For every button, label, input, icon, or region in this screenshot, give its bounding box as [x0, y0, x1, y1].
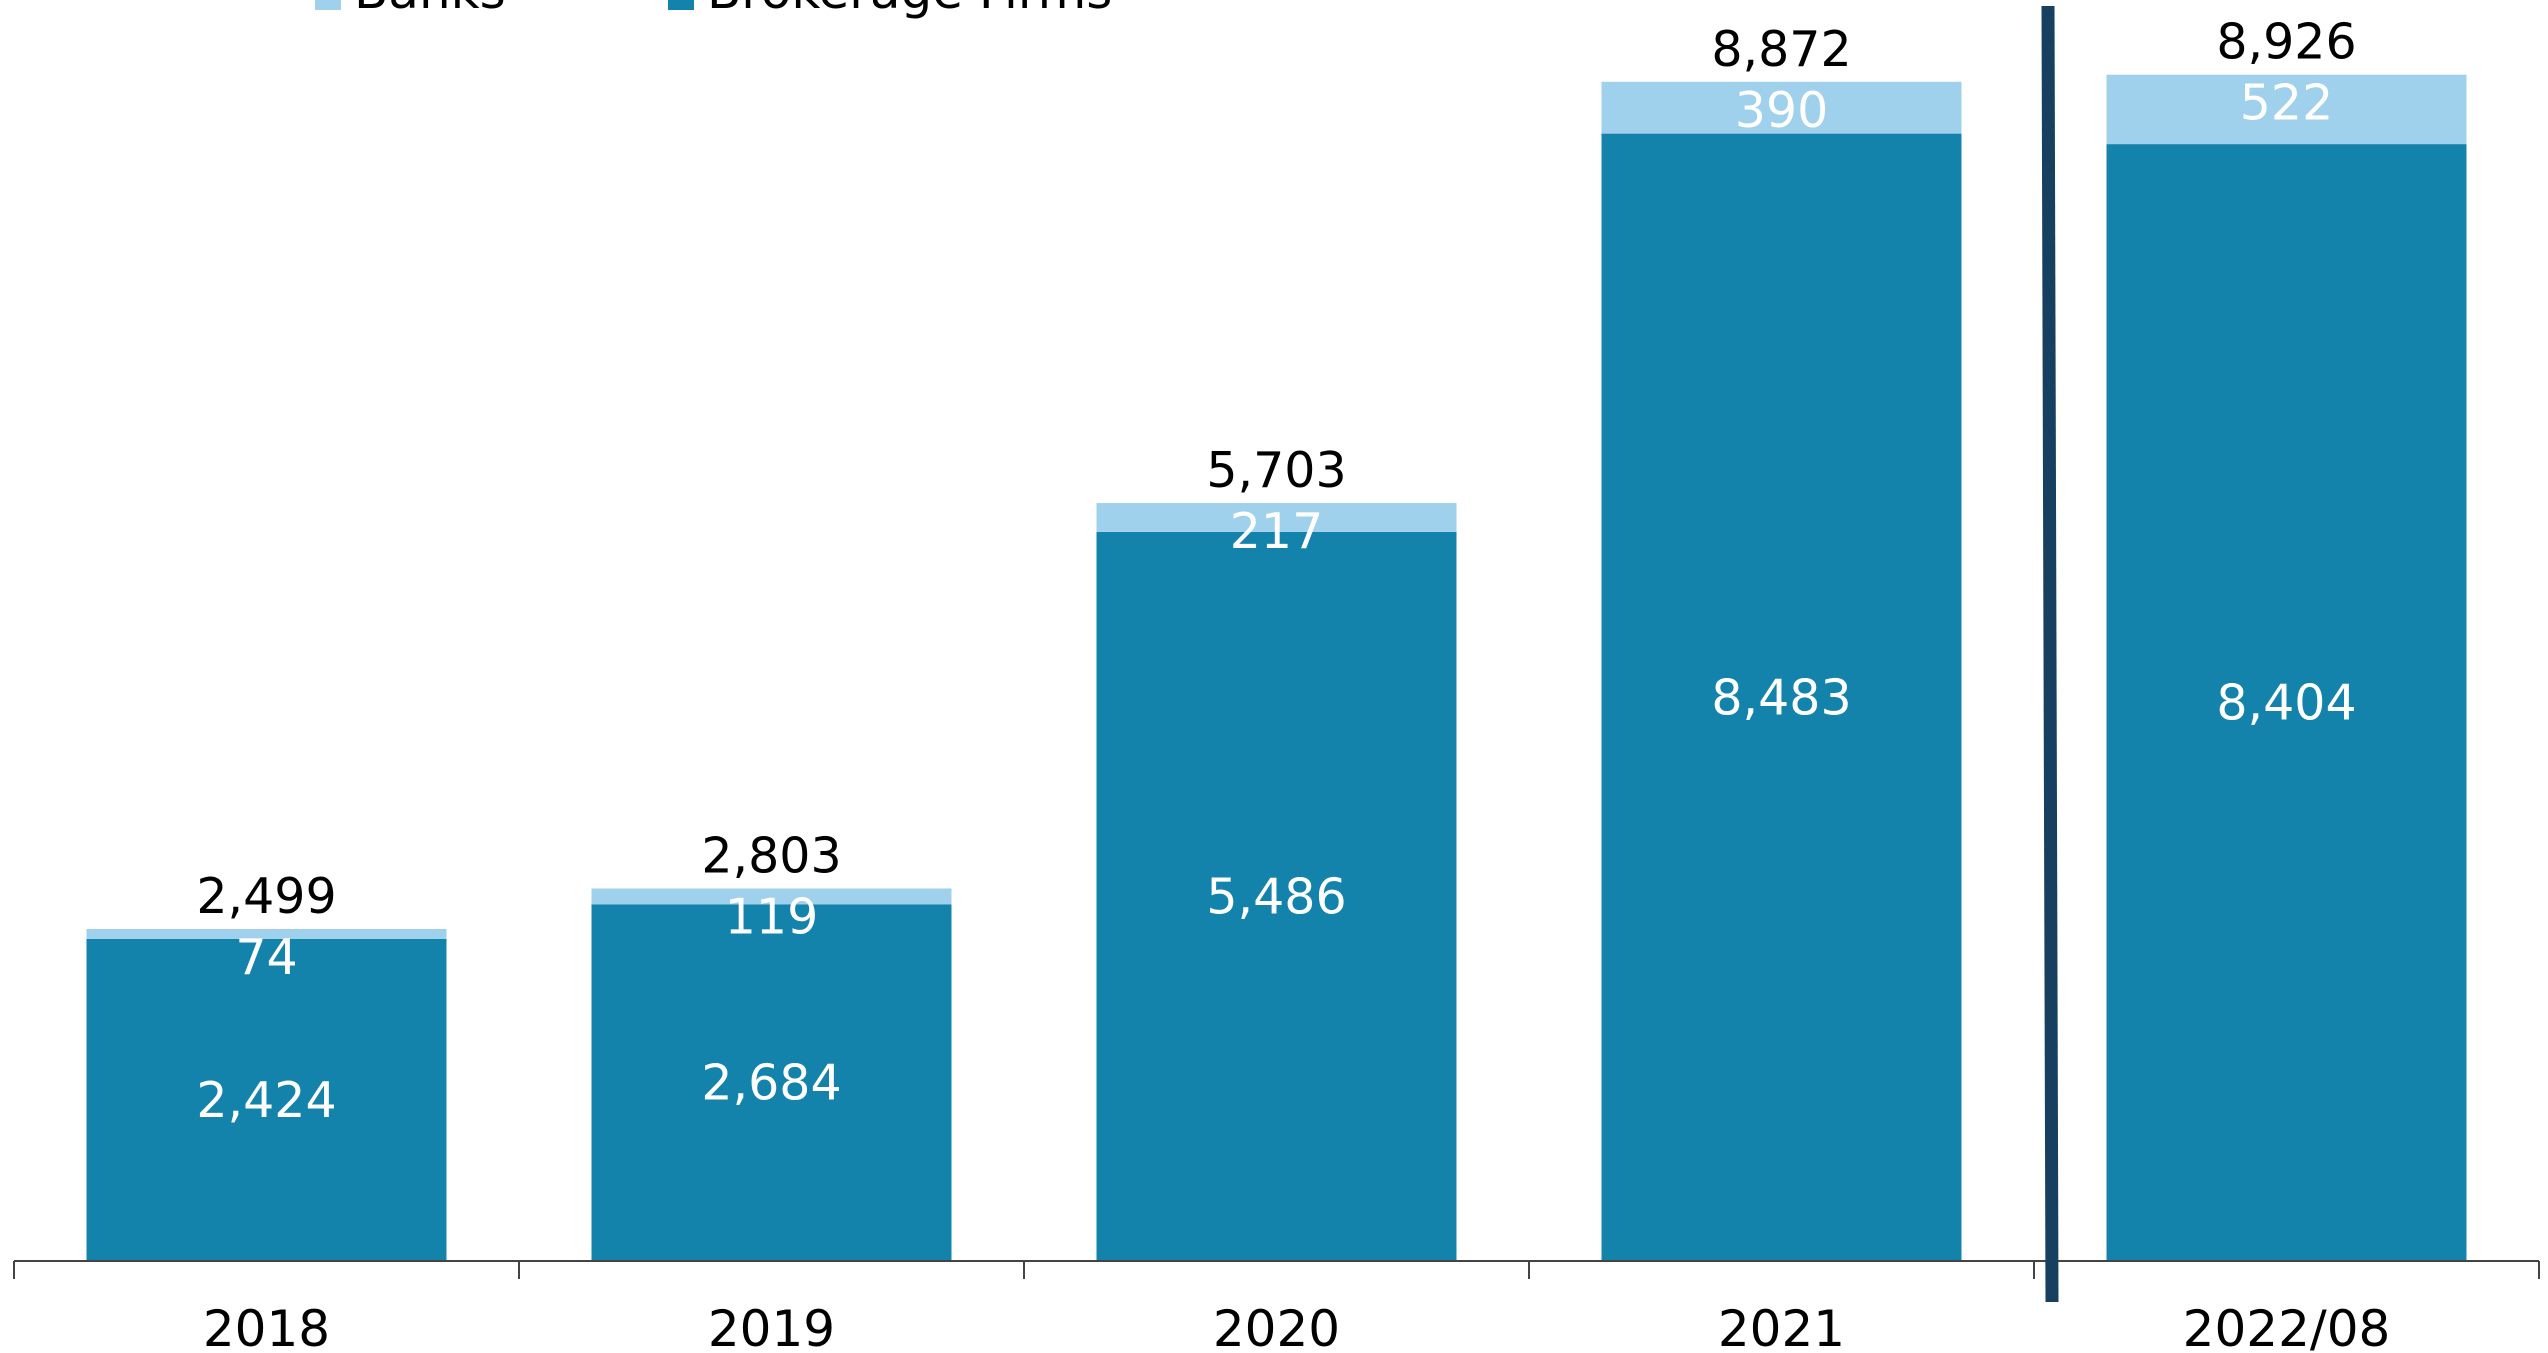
total-label-2019: 2,803 — [701, 827, 841, 884]
x-axis: 2018 2019 2020 2021 2022/08 — [13, 5, 2540, 1353]
total-label-2020: 5,703 — [1206, 442, 1346, 499]
bar-banks-2020 — [1096, 503, 1457, 532]
banks-value-label-2022/08: 522 — [2240, 75, 2334, 132]
brokerage-value-label-2019: 2,684 — [701, 1055, 841, 1112]
banks-value-label-2018: 74 — [235, 929, 297, 986]
bars — [86, 74, 2467, 1262]
bar-banks-2018 — [86, 929, 447, 939]
x-tick-label-2020: 2020 — [1213, 1300, 1340, 1353]
period-divider-line — [2041, 5, 2059, 1303]
bar-brokerage-2018 — [86, 938, 447, 1261]
bar-banks-2019 — [591, 888, 952, 905]
legend: Banks Brokerage Firms — [315, 0, 1112, 20]
total-label-2022/08: 8,926 — [2216, 14, 2356, 71]
total-label-2018: 2,499 — [196, 868, 336, 925]
legend-label-brokerage-firms: Brokerage Firms — [707, 0, 1112, 20]
bar-banks-2022/08 — [2106, 74, 2467, 145]
legend-label-banks: Banks — [354, 0, 506, 20]
legend-swatch-brokerage — [668, 0, 694, 10]
banks-value-label-2019: 119 — [725, 888, 819, 945]
x-tick-label-2018: 2018 — [203, 1300, 330, 1353]
banks-value-label-2020: 217 — [1230, 503, 1324, 560]
x-tick-label-2022/08: 2022/08 — [2183, 1300, 2391, 1353]
bar-brokerage-2019 — [591, 904, 952, 1261]
total-label-2021: 8,872 — [1711, 21, 1851, 78]
bar-brokerage-2022/08 — [2106, 144, 2467, 1261]
banks-value-label-2021: 390 — [1735, 82, 1829, 139]
bar-brokerage-2021 — [1601, 133, 1962, 1262]
x-tick-label-2019: 2019 — [708, 1300, 835, 1353]
legend-swatch-banks — [315, 0, 341, 10]
bar-brokerage-2020 — [1096, 531, 1457, 1261]
brokerage-value-label-2022/08: 8,404 — [2216, 675, 2356, 732]
x-tick-label-2021: 2021 — [1718, 1300, 1845, 1353]
bar-banks-2021 — [1601, 81, 1962, 134]
brokerage-value-label-2020: 5,486 — [1206, 868, 1346, 925]
brokerage-value-label-2018: 2,424 — [196, 1072, 336, 1129]
brokerage-value-label-2021: 8,483 — [1711, 669, 1851, 726]
